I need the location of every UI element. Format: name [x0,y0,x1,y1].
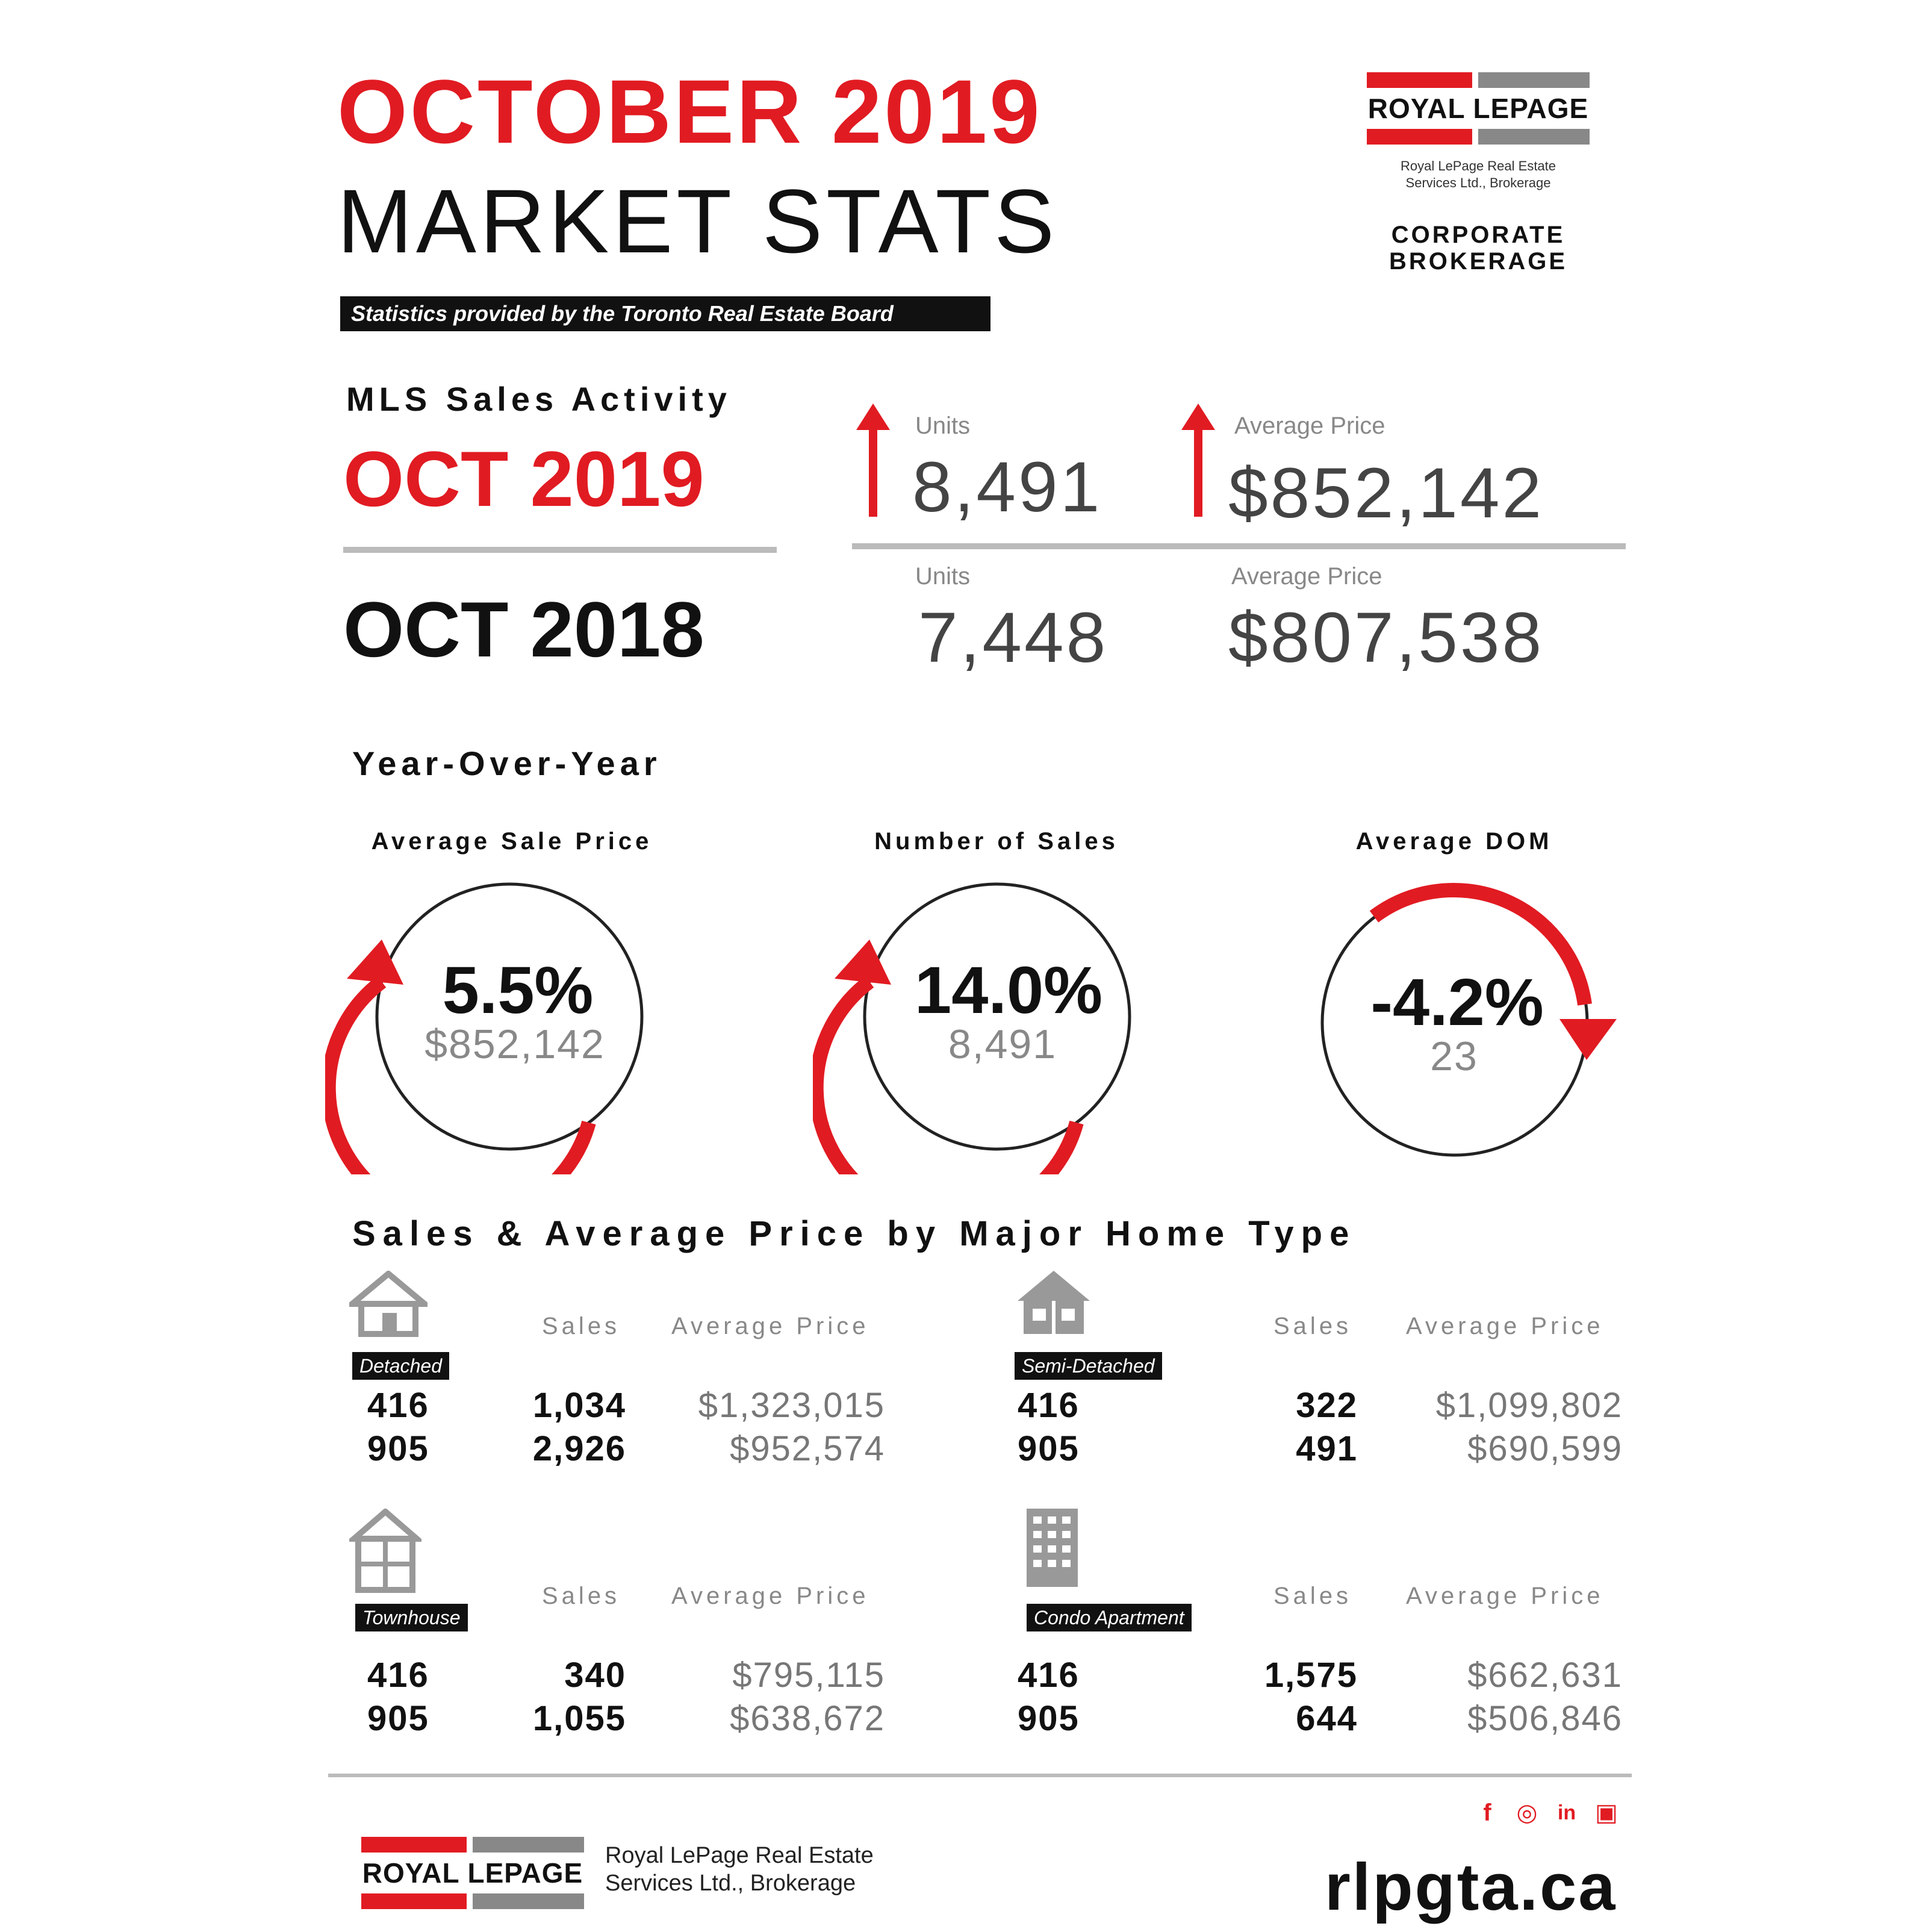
row-area-code: 905 [367,1429,429,1468]
footer-divider [328,1774,1632,1777]
logo-sub-line2: Services Ltd., Brokerage [1405,175,1551,190]
row-area-code: 416 [367,1656,429,1695]
gauge-num-sales-value: 8,491 [948,1021,1057,1067]
row-price: $1,323,015 [698,1386,885,1425]
gauge-up-arrowhead-icon [347,940,403,985]
source-banner: Statistics provided by the Toronto Real … [340,296,990,331]
row-price: $506,846 [1467,1699,1623,1738]
previous-price-value: $807,538 [1228,598,1544,678]
page-title-month: OCTOBER 2019 [337,61,1042,162]
previous-units-value: 7,448 [918,598,1109,678]
gauge-num-sales-pct: 14.0% [915,953,1102,1027]
home-type-section-label: Sales & Average Price by Major Home Type [352,1214,1357,1253]
gauge-avg-sale-price-value: $852,142 [424,1021,605,1067]
yoy-section-label: Year-Over-Year [352,744,662,782]
row-price: $1,099,802 [1435,1386,1623,1425]
home-type-tag-townhouse: Townhouse [355,1604,468,1631]
previous-period: OCT 2018 [343,585,704,673]
divider-left [343,547,777,553]
home-type-tag-detached: Detached [352,1352,449,1380]
col-price-header: Average Price [671,1313,869,1339]
facebook-icon[interactable]: f [1483,1800,1491,1826]
row-sales: 644 [1296,1699,1358,1738]
row-sales: 340 [564,1656,626,1695]
row-price: $638,672 [730,1699,885,1738]
gauge-avg-dom-ring [1320,883,1617,1157]
col-price-header: Average Price [1406,1313,1604,1339]
col-sales-header: Sales [542,1583,621,1609]
gauge-avg-dom-pct: -4.2% [1370,965,1544,1039]
mls-section-label: MLS Sales Activity [346,380,732,418]
col-sales-header: Sales [542,1313,621,1339]
row-area-code: 905 [1018,1429,1080,1468]
row-sales: 1,575 [1264,1656,1358,1695]
current-units-value: 8,491 [912,447,1102,527]
gauge-avg-dom-value: 23 [1430,1033,1478,1079]
semi-detached-icon [1018,1271,1090,1334]
corporate-line2: BROKERAGE [1388,248,1568,275]
row-area-code: 416 [367,1386,429,1425]
price-up-arrow-icon [1181,404,1215,517]
corporate-line1: CORPORATE [1391,222,1566,248]
gauge-num-sales-title: Number of Sales [874,828,1119,855]
townhouse-icon [349,1509,421,1593]
linkedin-icon[interactable]: in [1557,1801,1576,1824]
logo-top-bar [1367,72,1590,88]
row-area-code: 416 [1018,1656,1080,1695]
col-price-header: Average Price [671,1583,869,1609]
row-sales: 1,055 [532,1699,626,1738]
gauge-avg-sale-price-ring [325,882,644,1174]
divider-right [852,543,1626,549]
website-link[interactable]: rlpgta.ca [1325,1850,1617,1924]
current-units-label: Units [915,413,971,439]
logo-wordmark: ROYAL LEPAGE [1367,93,1589,124]
row-price: $690,599 [1467,1429,1623,1468]
brand-logo: ROYAL LEPAGE Royal LePage Real Estate Se… [1367,72,1590,275]
logo-sub-line1: Royal LePage Real Estate [1400,158,1556,173]
house-icon [349,1271,428,1337]
row-sales: 1,034 [532,1386,626,1425]
footer-sub-line1: Royal LePage Real Estate [605,1843,874,1868]
home-type-tag-semi-detached: Semi-Detached [1015,1352,1162,1380]
footer-logo-bottom-bar [361,1893,584,1909]
col-sales-header: Sales [1273,1313,1352,1339]
footer-brand-logo: ROYAL LEPAGE [361,1837,584,1909]
current-period: OCT 2019 [343,435,704,523]
current-price-label: Average Price [1234,413,1385,439]
footer-sub-line2: Services Ltd., Brokerage [605,1871,856,1896]
previous-price-label: Average Price [1231,563,1382,590]
logo-bottom-bar [1367,129,1590,145]
row-sales: 491 [1296,1429,1358,1468]
gauge-down-arrowhead-icon [1559,1019,1617,1060]
corporate-brokerage: CORPORATE BROKERAGE [1367,222,1590,275]
gauge-avg-dom-title: Average DOM [1355,828,1553,855]
gauge-up-arrowhead-icon [835,940,891,985]
current-price-value: $852,142 [1228,453,1544,533]
home-type-tag-condo: Condo Apartment [1027,1604,1192,1631]
footer-brokerage-text: Royal LePage Real Estate Services Ltd., … [605,1842,874,1897]
gauge-avg-sale-price-pct: 5.5% [442,953,594,1027]
footer-logo-wordmark: ROYAL LEPAGE [362,1857,583,1889]
row-sales: 2,926 [532,1429,626,1468]
row-price: $662,631 [1467,1656,1623,1695]
youtube-icon[interactable]: ▣ [1595,1800,1618,1826]
row-price: $795,115 [732,1656,885,1695]
col-price-header: Average Price [1406,1583,1604,1609]
instagram-icon[interactable]: ◎ [1516,1800,1538,1826]
logo-subtitle: Royal LePage Real Estate Services Ltd., … [1367,158,1590,192]
row-sales: 322 [1296,1386,1358,1425]
row-price: $952,574 [730,1429,885,1468]
footer-logo-top-bar [361,1837,584,1853]
social-links: f ◎ in ▣ [1475,1801,1618,1825]
page-title: MARKET STATS [337,170,1059,272]
units-up-arrow-icon [856,404,890,517]
gauge-num-sales-ring [813,882,1131,1174]
row-area-code: 905 [1018,1699,1080,1738]
row-area-code: 416 [1018,1386,1080,1425]
gauge-avg-sale-price-title: Average Sale Price [371,828,653,855]
col-sales-header: Sales [1273,1583,1352,1609]
condo-building-icon [1027,1509,1078,1587]
previous-units-label: Units [915,563,971,590]
row-area-code: 905 [367,1699,429,1738]
